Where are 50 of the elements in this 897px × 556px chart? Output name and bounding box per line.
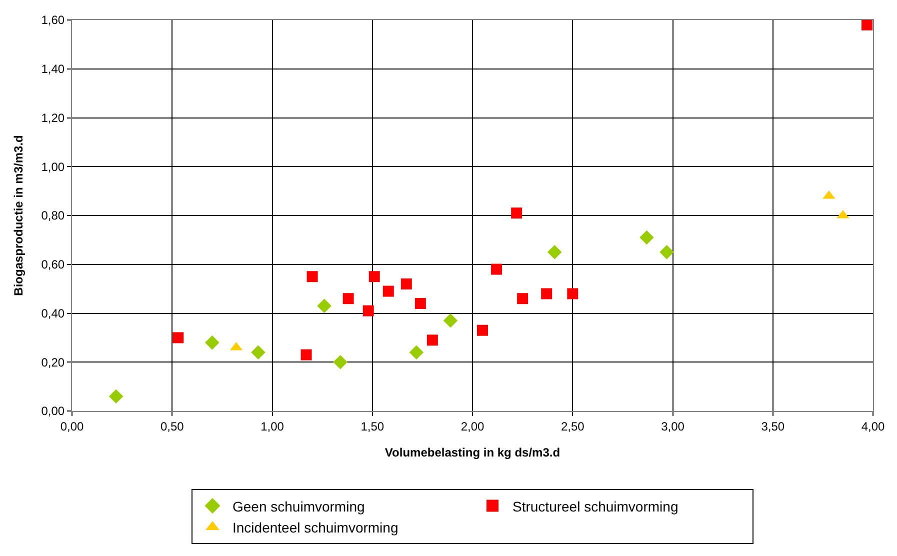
x-tick-label: 0,50 <box>160 419 184 434</box>
x-tick-label: 1,50 <box>360 419 384 434</box>
legend-label: Structureel schuimvorming <box>512 498 678 514</box>
x-tick-label: 2,00 <box>460 419 484 434</box>
point <box>547 245 562 260</box>
point <box>567 288 578 300</box>
point <box>541 288 552 300</box>
x-axis-title: Volumebelasting in kg ds/m3.d <box>384 445 560 460</box>
y-tick-label: 0,60 <box>41 258 65 272</box>
point <box>205 335 220 350</box>
x-tick-label: 2,50 <box>560 419 585 434</box>
point <box>414 298 426 309</box>
point <box>491 264 502 275</box>
point <box>251 345 266 360</box>
point <box>306 271 318 282</box>
point <box>477 324 488 336</box>
x-tick-label: 3,50 <box>761 419 785 434</box>
point <box>660 245 674 260</box>
point <box>426 334 438 346</box>
y-axis-title: Biogasproductie in m3/m3.d <box>12 135 26 296</box>
x-tick-label: 3,00 <box>661 419 685 434</box>
point <box>362 305 374 316</box>
legend-label: Geen schuimvorming <box>232 498 365 514</box>
point <box>317 298 332 314</box>
y-tick-label: 0,20 <box>41 355 65 370</box>
y-tick-label: 0,00 <box>41 404 65 418</box>
y-tick-label: 1,20 <box>41 110 65 125</box>
point <box>517 293 528 304</box>
x-tick-label: 4,00 <box>861 419 885 434</box>
point <box>333 354 348 370</box>
x-tick-label: 0,00 <box>60 419 84 434</box>
point <box>861 19 872 30</box>
point <box>342 293 354 304</box>
point <box>400 278 412 290</box>
point <box>640 230 654 245</box>
y-tick-label: 0,40 <box>41 306 65 320</box>
point <box>511 208 522 219</box>
x-tick-label: 1,00 <box>260 419 284 434</box>
point <box>300 349 312 360</box>
point <box>382 286 394 297</box>
point <box>443 313 458 328</box>
point <box>368 271 380 282</box>
y-tick-label: 0,80 <box>41 208 65 223</box>
legend-label: Incidenteel schuimvorming <box>232 519 398 536</box>
point <box>409 345 424 360</box>
y-tick-label: 1,60 <box>41 13 65 28</box>
point <box>108 389 124 404</box>
y-tick-label: 1,00 <box>41 160 65 174</box>
point <box>172 332 184 344</box>
y-tick-label: 1,40 <box>41 62 65 76</box>
